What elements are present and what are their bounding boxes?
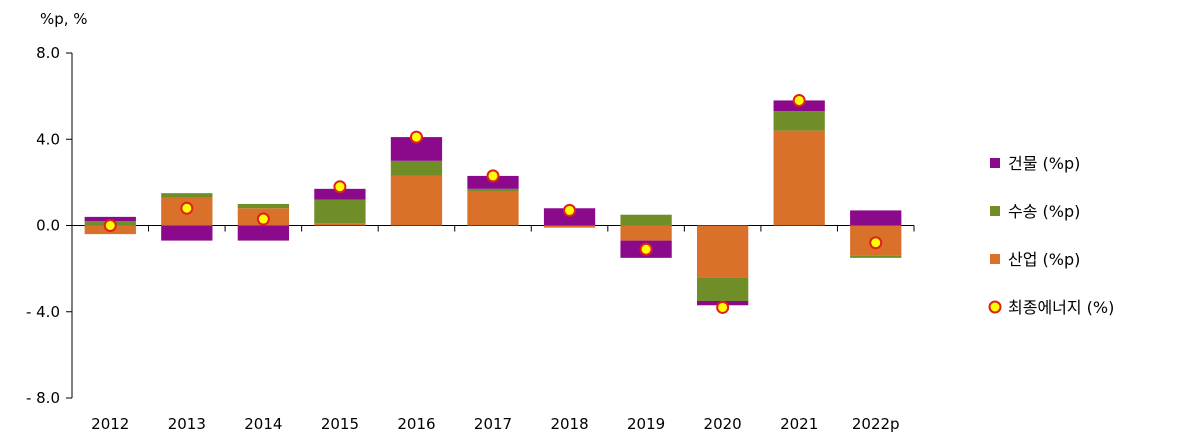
- total-marker: [333, 180, 347, 194]
- x-tick-label: 2016: [397, 415, 435, 433]
- total-marker: [716, 300, 730, 314]
- legend-label: 최종에너지 (%): [1008, 298, 1114, 317]
- total-marker: [792, 93, 806, 107]
- legend-label: 산업 (%p): [1008, 250, 1080, 269]
- bar-segment: [390, 137, 443, 161]
- y-tick-label: - 8.0: [26, 389, 60, 407]
- bar-segment: [467, 191, 519, 226]
- y-tick-label: 4.0: [36, 130, 60, 148]
- markers: [103, 93, 883, 314]
- y-tick-label: 0.0: [36, 217, 60, 235]
- total-marker: [869, 236, 883, 250]
- x-tick-label: 2013: [168, 415, 206, 433]
- unit-label: %p, %: [40, 10, 88, 28]
- total-marker: [639, 242, 653, 256]
- bar-segment: [467, 188, 519, 191]
- x-tick-label: 2015: [321, 415, 359, 433]
- bar-segment: [237, 225, 290, 241]
- legend-swatch: [990, 254, 1000, 264]
- x-tick-label: 2017: [474, 415, 512, 433]
- bar-segment: [696, 277, 749, 301]
- x-tick-label: 2019: [627, 415, 665, 433]
- legend-label: 수송 (%p): [1008, 202, 1080, 221]
- bar-segment: [620, 214, 672, 226]
- bar-segment: [314, 223, 366, 226]
- bar-segment: [161, 193, 213, 198]
- total-marker: [256, 212, 270, 226]
- legend-marker: [988, 300, 1002, 314]
- bar-segment: [620, 225, 672, 241]
- total-marker: [486, 169, 500, 183]
- total-marker: [103, 219, 117, 232]
- bar-segment: [314, 199, 366, 224]
- y-tick-label: - 4.0: [26, 303, 60, 321]
- x-tick-label: 2014: [244, 415, 282, 433]
- bar-segment: [773, 111, 825, 131]
- x-tick-label: 2020: [704, 415, 742, 433]
- y-tick-label: 8.0: [36, 44, 60, 62]
- legend-label: 건물 (%p): [1008, 154, 1080, 173]
- bar-segment: [850, 255, 902, 258]
- legend-swatch: [990, 158, 1000, 168]
- bars: [84, 100, 902, 306]
- bar-segment: [390, 160, 443, 176]
- axes: 8.0 4.0 0.0 - 4.0 - 8.0 2012 2013 2014 2015 2016 2…: [26, 44, 915, 433]
- x-tick-label: 2022p: [852, 415, 900, 433]
- total-marker: [409, 130, 423, 144]
- bar-segment: [773, 130, 825, 226]
- x-tick-label: 2012: [91, 415, 129, 433]
- bar-segment: [850, 210, 902, 226]
- x-tick-label: 2021: [780, 415, 818, 433]
- x-tick-label: 2018: [550, 415, 588, 433]
- bar-segment: [543, 225, 596, 228]
- bar-segment: [314, 188, 366, 200]
- total-marker: [563, 203, 577, 217]
- bar-segment: [161, 225, 213, 241]
- bar-segment: [237, 203, 290, 209]
- bar-segment: [696, 225, 749, 278]
- legend-swatch: [990, 206, 1000, 216]
- bar-segment: [390, 175, 443, 226]
- legend: 건물 (%p) 수송 (%p) 산업 (%p) 최종에너지 (%): [988, 154, 1114, 317]
- total-marker: [180, 201, 194, 215]
